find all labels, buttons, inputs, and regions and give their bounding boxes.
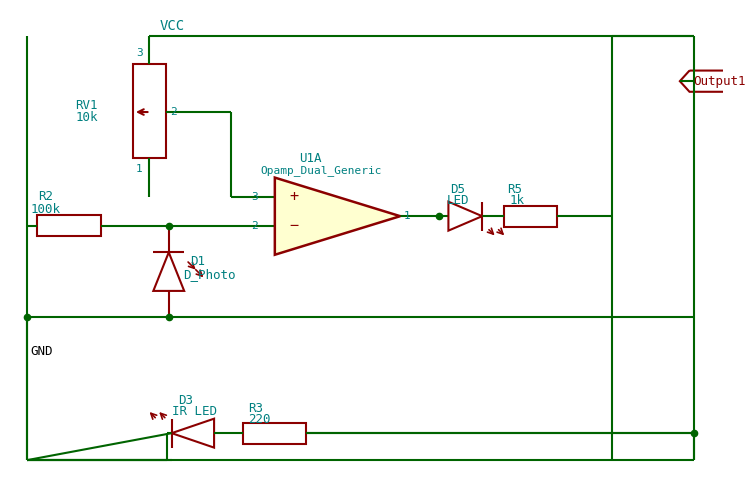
Text: D3: D3: [178, 394, 194, 407]
Text: 3: 3: [251, 192, 257, 202]
Text: R3: R3: [248, 402, 262, 415]
Text: 10k: 10k: [75, 111, 98, 124]
Text: LED: LED: [446, 194, 469, 207]
Text: 2: 2: [170, 107, 176, 117]
Text: 3: 3: [136, 48, 142, 58]
Text: D5: D5: [450, 183, 465, 196]
Text: 2: 2: [251, 221, 257, 231]
Bar: [133, 64, 166, 158]
Text: 100k: 100k: [31, 203, 61, 216]
Text: D1: D1: [190, 255, 205, 268]
Bar: [243, 423, 306, 444]
Text: GND: GND: [31, 345, 53, 358]
Text: 1: 1: [404, 211, 411, 221]
Text: 220: 220: [248, 413, 270, 426]
Text: +: +: [290, 189, 298, 204]
Text: VCC: VCC: [159, 19, 184, 33]
Text: 1: 1: [136, 164, 142, 174]
Text: R5: R5: [507, 183, 522, 196]
Text: IR LED: IR LED: [172, 405, 217, 419]
Text: Opamp_Dual_Generic: Opamp_Dual_Generic: [260, 165, 382, 176]
Text: RV1: RV1: [75, 99, 98, 112]
Text: 1k: 1k: [509, 194, 524, 207]
Text: R2: R2: [38, 190, 53, 203]
Bar: [504, 205, 557, 227]
Text: −: −: [290, 218, 298, 233]
Polygon shape: [274, 178, 400, 255]
Text: U1A: U1A: [299, 152, 322, 165]
Bar: [37, 215, 101, 237]
Text: D_Photo: D_Photo: [183, 268, 236, 281]
Text: Output1: Output1: [693, 75, 746, 88]
